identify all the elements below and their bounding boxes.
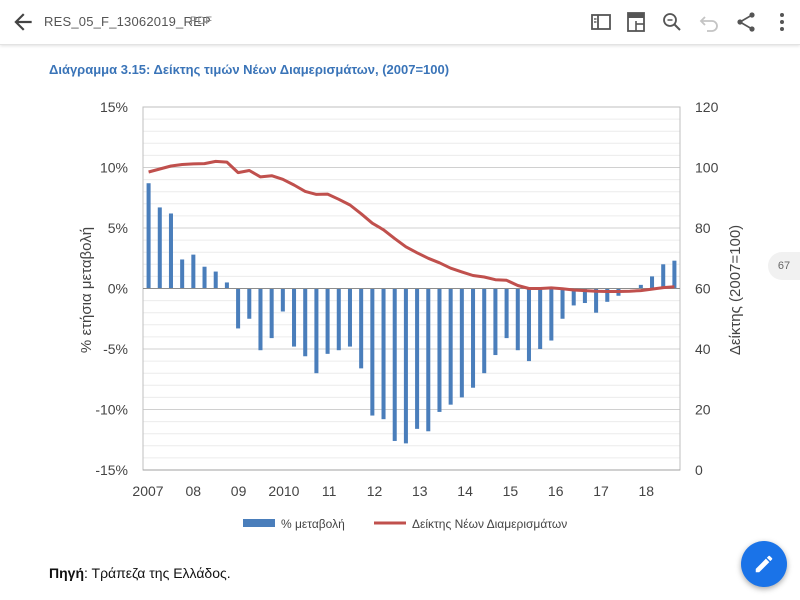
chart-title: Διάγραμμα 3.15: Δείκτης τιμών Νέων Διαμε… xyxy=(49,62,450,77)
bar-mark xyxy=(650,276,655,289)
bar-mark xyxy=(594,288,599,313)
left-tick-label: -15% xyxy=(95,462,128,478)
bar-mark xyxy=(661,264,666,289)
right-tick-label: 40 xyxy=(695,341,711,357)
bar-mark xyxy=(303,288,308,357)
bar-mark xyxy=(571,288,576,306)
bar-mark xyxy=(538,288,543,349)
app-toolbar: RES_05_F_13062019_REP PDF xyxy=(0,0,800,45)
left-tick-label: -10% xyxy=(95,402,128,418)
bar-mark xyxy=(459,288,464,398)
bar-mark xyxy=(482,288,487,374)
bar-mark xyxy=(168,213,173,289)
bar-mark xyxy=(269,288,274,339)
bar-mark xyxy=(415,288,420,429)
x-tick-label: 13 xyxy=(412,483,428,499)
x-tick-label: 2010 xyxy=(268,483,299,499)
right-tick-label: 20 xyxy=(695,402,711,418)
left-axis-title: % ετήσια μεταβολή xyxy=(78,227,95,353)
bar-mark xyxy=(280,288,285,312)
arrow-back-icon[interactable] xyxy=(10,9,36,35)
bar-mark xyxy=(381,288,386,420)
x-tick-label: 15 xyxy=(503,483,519,499)
bar-mark xyxy=(180,259,185,289)
bar-mark xyxy=(504,288,509,339)
more-vert-icon[interactable] xyxy=(770,10,794,34)
x-tick-label: 2007 xyxy=(132,483,163,499)
left-tick-label: -5% xyxy=(103,341,128,357)
bar-mark xyxy=(292,288,297,347)
bar-mark xyxy=(515,288,520,351)
bar-mark xyxy=(426,288,431,432)
left-tick-label: 10% xyxy=(100,160,128,176)
bar-mark xyxy=(471,288,476,388)
bar-mark xyxy=(157,207,162,289)
x-tick-label: 14 xyxy=(457,483,473,499)
bar-mark xyxy=(672,260,677,289)
bar-mark xyxy=(638,284,643,289)
document-filetype: PDF xyxy=(190,15,212,27)
bar-mark xyxy=(146,183,151,289)
bar-mark xyxy=(347,288,352,347)
bar-mark xyxy=(605,288,610,302)
x-tick-label: 18 xyxy=(639,483,655,499)
legend-swatch-bar xyxy=(243,519,275,527)
page-number-badge: 67 xyxy=(768,252,800,280)
bar-mark xyxy=(336,288,341,351)
x-tick-label: 11 xyxy=(322,483,337,499)
bar-mark xyxy=(202,266,207,289)
bar-mark xyxy=(448,288,453,405)
bar-mark xyxy=(560,288,565,319)
source-note: Πηγή: Τράπεζα της Ελλάδος. xyxy=(49,565,231,581)
bar-mark xyxy=(582,288,587,304)
edit-fab-button[interactable] xyxy=(741,541,787,587)
source-text: : Τράπεζα της Ελλάδος. xyxy=(84,565,231,581)
x-tick-label: 12 xyxy=(367,483,383,499)
reading-mode-icon[interactable] xyxy=(589,10,613,34)
bar-mark xyxy=(236,288,241,329)
x-tick-label: 16 xyxy=(548,483,564,499)
right-tick-label: 0 xyxy=(695,462,703,478)
share-icon[interactable] xyxy=(734,10,758,34)
source-label: Πηγή xyxy=(49,565,84,581)
left-tick-label: 0% xyxy=(108,281,128,297)
bar-mark xyxy=(325,288,330,354)
right-tick-label: 100 xyxy=(695,160,719,176)
x-tick-label: 17 xyxy=(593,483,609,499)
left-tick-label: 15% xyxy=(100,99,128,115)
bar-mark xyxy=(258,288,263,351)
page-layout-icon[interactable] xyxy=(624,10,648,34)
right-tick-label: 80 xyxy=(695,220,711,236)
right-tick-label: 120 xyxy=(695,99,719,115)
legend-label-bar: % μεταβολή xyxy=(281,517,345,531)
index-line xyxy=(148,159,675,293)
legend-label-line: Δείκτης Νέων Διαμερισμάτων xyxy=(412,517,567,531)
bar-mark xyxy=(493,288,498,356)
bar-mark xyxy=(247,288,252,319)
bar-mark xyxy=(437,288,442,412)
bar-mark xyxy=(403,288,408,444)
right-tick-label: 60 xyxy=(695,281,711,297)
right-axis-title: Δείκτης (2007=100) xyxy=(727,225,744,355)
bar-mark xyxy=(213,271,218,289)
bar-mark xyxy=(549,288,554,341)
edit-pencil-icon xyxy=(755,555,773,573)
search-icon[interactable] xyxy=(660,10,684,34)
bar-mark xyxy=(359,288,364,369)
undo-icon[interactable] xyxy=(697,10,721,34)
left-tick-label: 5% xyxy=(108,220,128,236)
bar-mark xyxy=(526,288,531,362)
bar-mark xyxy=(314,288,319,374)
bar-mark xyxy=(370,288,375,416)
x-tick-label: 08 xyxy=(186,483,202,499)
bar-mark xyxy=(392,288,397,441)
x-tick-label: 09 xyxy=(231,483,247,499)
bar-mark xyxy=(224,282,229,289)
document-filename: RES_05_F_13062019_REP xyxy=(44,14,211,29)
bar-mark xyxy=(191,254,196,289)
